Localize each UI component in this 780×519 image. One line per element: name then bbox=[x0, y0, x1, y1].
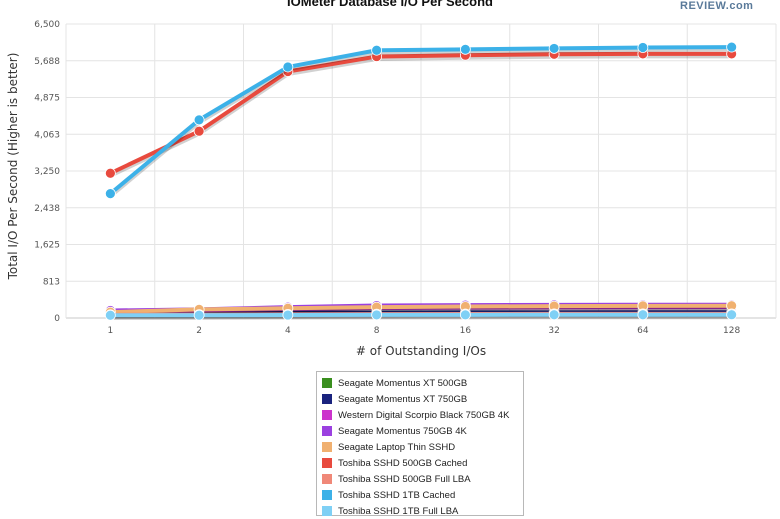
data-point[interactable] bbox=[548, 309, 560, 321]
x-tick-label: 128 bbox=[723, 326, 740, 336]
chart-title: IOMeter Database I/O Per Second bbox=[287, 0, 493, 9]
x-tick-label: 2 bbox=[196, 326, 202, 336]
y-axis-ticks: 0 813 1,625 2,438 3,250 4,063 4,875 5,688 6,500 bbox=[34, 20, 60, 324]
x-tick-label: 1 bbox=[108, 326, 114, 336]
legend-swatch bbox=[322, 410, 332, 420]
x-tick-label: 64 bbox=[637, 326, 649, 336]
legend-label: Western Digital Scorpio Black 750GB 4K bbox=[338, 409, 510, 421]
y-tick-label: 3,250 bbox=[34, 167, 60, 177]
y-tick-label: 5,688 bbox=[34, 57, 60, 67]
data-point[interactable] bbox=[637, 42, 649, 53]
legend-label: Toshiba SSHD 500GB Full LBA bbox=[338, 473, 471, 485]
data-point[interactable] bbox=[282, 309, 294, 321]
data-point[interactable] bbox=[104, 309, 116, 321]
data-point[interactable] bbox=[193, 309, 205, 321]
series-line bbox=[109, 51, 732, 176]
legend-swatch bbox=[322, 506, 332, 516]
review-logo: REVIEW.com bbox=[680, 0, 754, 12]
y-tick-label: 4,875 bbox=[34, 94, 60, 104]
legend-label: Seagate Laptop Thin SSHD bbox=[338, 441, 456, 453]
legend-swatch bbox=[322, 490, 332, 500]
data-point[interactable] bbox=[193, 125, 205, 137]
legend-swatch bbox=[322, 394, 332, 404]
data-point[interactable] bbox=[104, 188, 116, 200]
legend-swatch bbox=[322, 426, 332, 436]
legend-label: Toshiba SSHD 500GB Cached bbox=[338, 457, 468, 469]
legend-label: Seagate Momentus 750GB 4K bbox=[338, 425, 467, 437]
legend-item[interactable]: Seagate Momentus XT 500GB bbox=[322, 375, 523, 391]
series-line bbox=[110, 312, 732, 318]
legend-item[interactable]: Toshiba SSHD 500GB Cached bbox=[322, 455, 523, 471]
series-line bbox=[110, 303, 732, 315]
legend-item[interactable]: Toshiba SSHD 1TB Cached bbox=[322, 487, 523, 503]
data-point[interactable] bbox=[282, 61, 294, 73]
legend-swatch bbox=[322, 458, 332, 468]
legend-item[interactable]: Seagate Momentus 750GB 4K bbox=[322, 423, 523, 439]
chart-legend: Seagate Momentus XT 500GB Seagate Momentu… bbox=[316, 371, 524, 519]
legend-label: Seagate Momentus XT 750GB bbox=[338, 393, 468, 405]
grid-lines bbox=[65, 23, 777, 319]
y-tick-label: 2,438 bbox=[34, 204, 60, 214]
legend-swatch bbox=[322, 474, 332, 484]
legend-label: Seagate Momentus XT 500GB bbox=[338, 377, 468, 389]
data-point[interactable] bbox=[371, 44, 383, 56]
data-point[interactable] bbox=[726, 309, 738, 321]
y-tick-label: 1,625 bbox=[34, 241, 60, 251]
series-lines bbox=[104, 41, 738, 321]
data-point[interactable] bbox=[548, 43, 560, 54]
series-line bbox=[109, 45, 732, 196]
data-point[interactable] bbox=[726, 41, 738, 53]
x-tick-label: 32 bbox=[548, 326, 559, 336]
legend-item[interactable]: Western Digital Scorpio Black 750GB 4K bbox=[322, 407, 523, 423]
y-tick-label: 813 bbox=[43, 277, 60, 287]
data-point[interactable] bbox=[104, 167, 116, 179]
legend-label: Toshiba SSHD 1TB Full LBA bbox=[338, 505, 459, 517]
series-7 bbox=[104, 41, 738, 200]
x-tick-label: 16 bbox=[460, 326, 472, 336]
series-8 bbox=[104, 309, 738, 321]
legend-item[interactable]: Toshiba SSHD 1TB Full LBA bbox=[322, 503, 523, 519]
legend-item[interactable]: Seagate Momentus XT 750GB bbox=[322, 391, 523, 407]
data-point[interactable] bbox=[193, 114, 205, 126]
data-point[interactable] bbox=[459, 309, 471, 321]
x-axis-label: # of Outstanding I/Os bbox=[356, 344, 486, 358]
line-chart: 08131,6252,4383,2504,0634,8755,6886,500 … bbox=[6, 20, 777, 358]
y-tick-label: 6,500 bbox=[34, 20, 60, 30]
x-tick-label: 4 bbox=[285, 326, 291, 336]
legend-label: Toshiba SSHD 1TB Cached bbox=[338, 489, 456, 501]
x-tick-label: 8 bbox=[374, 326, 380, 336]
legend-item[interactable]: Seagate Laptop Thin SSHD bbox=[322, 439, 523, 455]
y-tick-label: 0 bbox=[54, 314, 60, 324]
data-point[interactable] bbox=[459, 43, 471, 55]
x-axis-ticks: 1 2 4 8 16 32 64 128 bbox=[108, 326, 741, 336]
y-tick-label: 4,063 bbox=[34, 130, 60, 140]
legend-swatch bbox=[322, 378, 332, 388]
data-point[interactable] bbox=[371, 309, 383, 321]
legend-swatch bbox=[322, 442, 332, 452]
y-axis-label: Total I/O Per Second (Higher is better) bbox=[6, 53, 20, 281]
legend-item[interactable]: Toshiba SSHD 500GB Full LBA bbox=[322, 471, 523, 487]
data-point[interactable] bbox=[637, 309, 649, 321]
